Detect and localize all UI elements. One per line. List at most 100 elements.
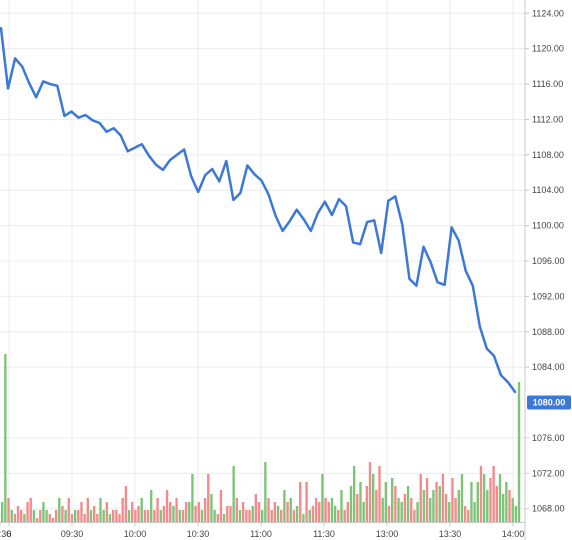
volume-bar — [92, 506, 96, 522]
y-tick-label: 1112.00 — [532, 114, 563, 124]
volume-bar — [80, 502, 83, 522]
volume-bar — [194, 506, 197, 522]
volume-bar — [235, 498, 239, 522]
volume-bar — [289, 498, 292, 522]
volume-bar — [200, 510, 204, 522]
volume-bar — [387, 506, 391, 522]
volume-bar — [7, 498, 10, 522]
volume-bar — [77, 510, 80, 522]
y-tick-label: 1108.00 — [532, 150, 564, 160]
volume-bar — [467, 510, 470, 522]
volume-bar — [257, 502, 261, 522]
volume-bar — [378, 466, 381, 522]
volume-bar — [368, 462, 372, 522]
volume-bar — [486, 490, 489, 522]
volume-bar — [210, 494, 213, 522]
volume-bar — [356, 494, 359, 522]
volume-bar — [454, 498, 457, 522]
volume-bar — [146, 510, 150, 522]
volume-bar — [371, 474, 375, 522]
volume-bar — [365, 486, 369, 522]
y-tick-label: 1120.00 — [532, 44, 564, 54]
volume-bar — [181, 510, 185, 522]
volume-bar — [495, 486, 499, 522]
volume-bar — [4, 354, 7, 522]
y-tick-label: 1076.00 — [532, 433, 565, 443]
volume-bar — [441, 474, 445, 522]
volume-bar — [438, 486, 441, 522]
volume-bar — [61, 506, 64, 522]
volume-bar — [102, 510, 105, 522]
x-tick-label: 11:00 — [250, 529, 272, 539]
volume-bar — [207, 474, 210, 522]
volume-bar — [245, 510, 248, 522]
volume-bar — [305, 482, 308, 522]
volume-bar — [169, 502, 172, 522]
volume-bar — [511, 498, 514, 522]
volume-bar — [308, 510, 311, 522]
volume-bar — [460, 474, 464, 522]
volume-bar — [413, 510, 416, 522]
last-price-badge: 1080.00 — [527, 395, 571, 410]
volume-bar — [191, 474, 194, 522]
volume-bar — [45, 510, 48, 522]
volume-bar — [226, 506, 229, 522]
last-price-label: 1080.00 — [533, 398, 566, 408]
volume-bar — [343, 510, 346, 522]
volume-bar — [429, 498, 432, 522]
volume-bar — [108, 514, 112, 522]
volume-bar — [432, 490, 435, 522]
volume-bar — [86, 498, 89, 522]
volume-bar — [188, 502, 191, 522]
price-series — [0, 27, 517, 394]
volume-bars — [1, 354, 521, 522]
volume-bar — [162, 506, 166, 522]
volume-bar — [23, 514, 26, 522]
volume-bar — [267, 498, 270, 522]
volume-bar — [134, 510, 137, 522]
volume-bar — [410, 498, 413, 522]
x-tick-label: 13:30 — [439, 529, 462, 539]
x-axis: 6 09:30 10:00 10:30 11:00 11:30 13:00 13:30 14:0… — [0, 522, 525, 539]
x-tick-label: 14:00 — [502, 529, 525, 539]
volume-bar — [203, 498, 207, 522]
x-tick-label: 10:30 — [187, 529, 210, 539]
volume-bar — [517, 382, 521, 522]
volume-bar — [32, 510, 36, 522]
volume-bar — [318, 502, 321, 522]
volume-bar — [70, 514, 74, 522]
volume-bar — [99, 498, 102, 522]
volume-bar — [359, 482, 362, 522]
volume-bar — [89, 510, 93, 522]
volume-bar — [448, 502, 451, 522]
x-tick-label: 13:00 — [376, 529, 399, 539]
y-tick-label: 1084.00 — [532, 362, 565, 372]
volume-bar — [178, 510, 181, 522]
volume-bar — [213, 510, 216, 522]
volume-bar — [422, 490, 426, 522]
volume-bar — [184, 502, 188, 522]
volume-bar — [470, 482, 473, 522]
volume-bar — [479, 466, 483, 522]
volume-bar — [362, 502, 365, 522]
y-tick-label: 1068.00 — [532, 504, 565, 514]
y-tick-label: 1100.00 — [532, 221, 564, 231]
volume-bar — [375, 490, 378, 522]
volume-bar — [131, 502, 134, 522]
volume-bar — [340, 490, 343, 522]
x-tick-label: 11:30 — [313, 529, 335, 539]
volume-bar — [501, 494, 505, 522]
volume-bar — [463, 506, 467, 522]
grid-lines — [0, 0, 525, 522]
volume-bar — [83, 514, 86, 522]
y-tick-label: 1088.00 — [532, 327, 565, 337]
volume-bar — [73, 510, 77, 522]
volume-bar — [349, 486, 353, 522]
volume-bar — [172, 506, 175, 522]
volume-bar — [352, 466, 356, 522]
volume-bar — [492, 466, 495, 522]
y-tick-label: 1104.00 — [532, 185, 564, 195]
volume-bar — [261, 510, 264, 522]
volume-bar — [381, 498, 384, 522]
volume-bar — [105, 502, 109, 522]
